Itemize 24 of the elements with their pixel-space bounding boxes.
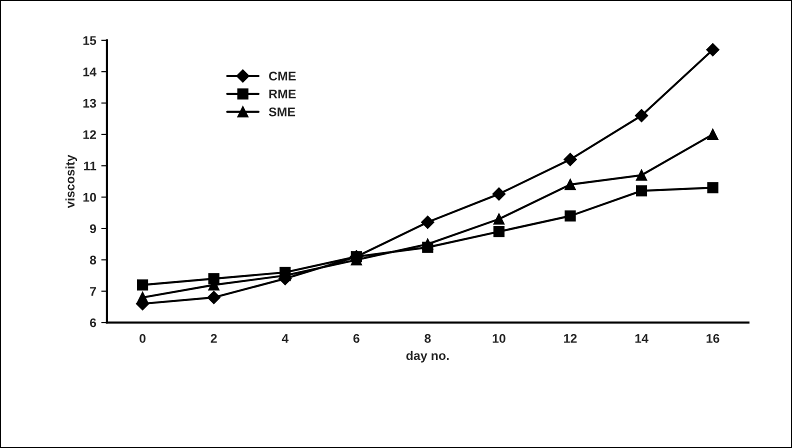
y-tick-label: 6	[90, 318, 96, 328]
y-tick-label: 7	[90, 287, 96, 296]
x-tick-label: 4	[282, 334, 289, 343]
y-axis-title: viscosity	[65, 154, 78, 208]
legend-label: CME	[268, 72, 296, 81]
x-tick-label: 16	[706, 334, 720, 343]
y-tick-label: 10	[83, 192, 96, 202]
x-tick-label: 6	[353, 334, 360, 343]
y-tick-label: 8	[90, 256, 96, 264]
y-tick-label: 9	[90, 224, 96, 234]
legend-label: RME	[269, 90, 296, 98]
x-tick-label: 14	[635, 334, 648, 343]
y-tick-label: 15	[83, 36, 96, 45]
y-tick-label: 11	[84, 162, 96, 170]
x-axis-title: day no.	[406, 350, 449, 363]
y-tick-label: 13	[83, 98, 96, 108]
x-tick-label: 8	[424, 334, 431, 343]
x-tick-label: 2	[210, 334, 217, 343]
x-tick-label: 12	[564, 334, 577, 343]
y-tick-label: 14	[83, 68, 96, 76]
x-tick-label: 10	[492, 334, 506, 343]
legend-label: SME	[268, 107, 296, 116]
y-tick-label: 12	[83, 130, 96, 139]
x-tick-label: 0	[140, 334, 146, 343]
